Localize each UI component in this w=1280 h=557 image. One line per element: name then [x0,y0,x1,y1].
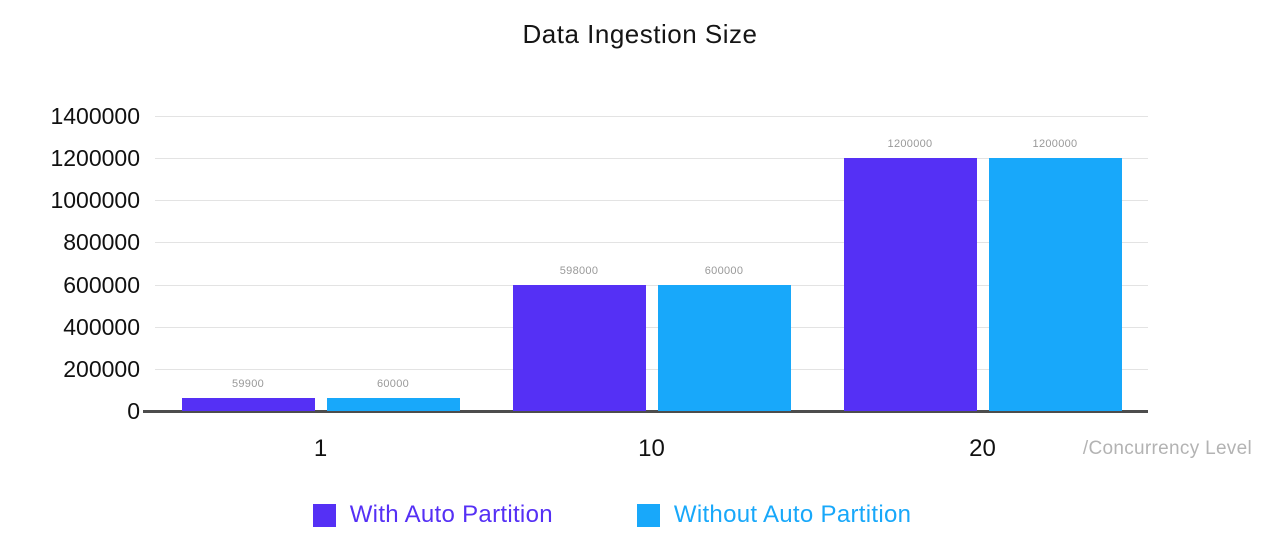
y-tick-label: 1400000 [50,103,140,129]
bar-value-label: 1200000 [887,138,933,151]
bar-without-auto-partition [326,398,460,411]
bar-value-label: 598000 [559,264,599,277]
gridline [155,326,1148,328]
x-tick-label: 20 [969,435,996,462]
legend-swatch-cyan-icon [636,503,660,527]
bar-value-label: 59900 [231,378,265,391]
chart-title: Data Ingestion Size [522,19,758,49]
y-tick-label: 0 [127,398,140,424]
legend-label-without-auto-partition: Without Auto Partition [673,501,912,528]
bar-with-auto-partition [512,284,646,411]
y-tick-label: 1000000 [50,187,140,214]
bar-with-auto-partition [181,398,315,411]
gridline [155,200,1148,202]
gridline [143,410,1148,413]
legend-item-without-auto-partition[interactable]: Without Auto Partition [636,501,912,529]
bar-with-auto-partition [843,158,977,411]
y-tick-label: 600000 [63,271,140,298]
legend-label-with-auto-partition: With Auto Partition [349,501,553,528]
x-axis-unit-label: /Concurrency Level [1082,438,1252,459]
legend: With Auto Partition Without Auto Partiti… [0,501,1280,529]
bar-without-auto-partition [657,284,791,411]
gridline [155,368,1148,370]
y-tick-label: 800000 [63,229,140,256]
bar-value-label: 1200000 [1032,138,1078,151]
gridline [155,158,1148,160]
legend-item-with-auto-partition[interactable]: With Auto Partition [312,501,553,529]
y-tick-label: 400000 [63,313,140,340]
gridline [155,284,1148,286]
x-tick-label: 10 [638,435,665,462]
y-tick-label: 1200000 [50,145,140,172]
y-tick-label: 200000 [63,355,140,382]
gridline [155,116,1148,117]
bar-value-label: 60000 [376,378,410,391]
x-tick-label: 1 [313,435,328,462]
bar-without-auto-partition [988,158,1122,411]
bar-value-label: 600000 [704,264,744,277]
gridline [155,242,1148,244]
legend-swatch-purple-icon [312,503,336,527]
